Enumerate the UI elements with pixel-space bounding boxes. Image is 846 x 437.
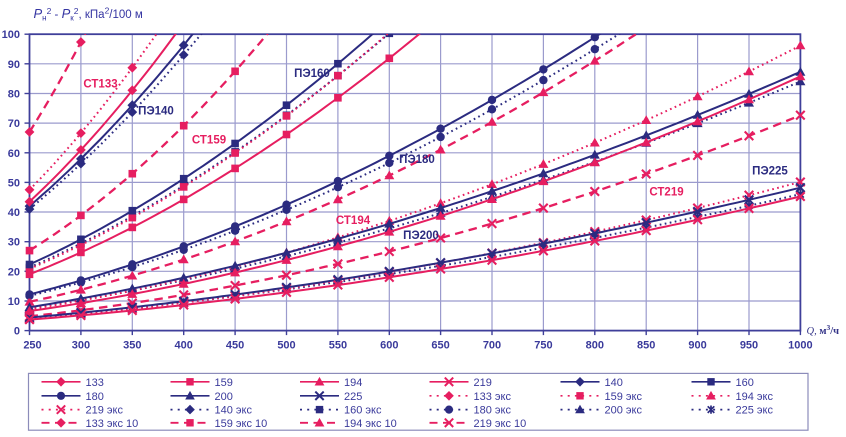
svg-text:219 экс: 219 экс	[86, 405, 124, 417]
svg-text:180: 180	[86, 391, 104, 403]
svg-text:100: 100	[2, 29, 20, 41]
svg-text:900: 900	[688, 340, 706, 352]
svg-text:650: 650	[431, 340, 449, 352]
svg-text:350: 350	[123, 340, 141, 352]
svg-text:Q, м3/ч: Q, м3/ч	[807, 323, 840, 337]
svg-text:140: 140	[605, 377, 623, 389]
svg-text:ПЭ180: ПЭ180	[399, 154, 435, 166]
svg-text:40: 40	[8, 207, 20, 219]
svg-text:194 экс 10: 194 экс 10	[344, 418, 397, 430]
svg-text:70: 70	[8, 118, 20, 130]
svg-text:159 экс: 159 экс	[605, 391, 643, 403]
svg-text:219 экс 10: 219 экс 10	[474, 418, 527, 430]
svg-text:133 экс: 133 экс	[474, 391, 512, 403]
svg-text:225: 225	[344, 391, 362, 403]
svg-text:140 экс: 140 экс	[215, 405, 253, 417]
svg-text:500: 500	[277, 340, 295, 352]
svg-text:950: 950	[740, 340, 758, 352]
svg-text:90: 90	[8, 59, 20, 71]
svg-text:180 экс: 180 экс	[474, 405, 512, 417]
svg-text:ПЭ225: ПЭ225	[752, 166, 788, 178]
svg-text:194: 194	[344, 377, 362, 389]
svg-text:ПЭ140: ПЭ140	[138, 106, 174, 118]
svg-text:550: 550	[329, 340, 347, 352]
svg-text:30: 30	[8, 237, 20, 249]
svg-text:ПЭ160: ПЭ160	[294, 68, 330, 80]
svg-text:50: 50	[8, 177, 20, 189]
svg-text:219: 219	[474, 377, 492, 389]
svg-text:10: 10	[8, 296, 20, 308]
svg-text:20: 20	[8, 266, 20, 278]
svg-text:133: 133	[86, 377, 104, 389]
svg-text:80: 80	[8, 89, 20, 101]
svg-text:СТ219: СТ219	[649, 187, 683, 199]
svg-text:200 экс: 200 экс	[605, 405, 643, 417]
svg-text:159 экс 10: 159 экс 10	[215, 418, 268, 430]
svg-text:1000: 1000	[788, 340, 812, 352]
svg-text:450: 450	[226, 340, 244, 352]
svg-text:ПЭ200: ПЭ200	[403, 230, 439, 242]
svg-text:400: 400	[175, 340, 193, 352]
svg-text:160 экс: 160 экс	[344, 405, 382, 417]
svg-text:200: 200	[215, 391, 233, 403]
svg-text:159: 159	[215, 377, 233, 389]
svg-text:225 экс: 225 экс	[736, 405, 774, 417]
svg-text:750: 750	[534, 340, 552, 352]
svg-text:Pн2 - Pк2, кПа2/100 м: Pн2 - Pк2, кПа2/100 м	[34, 6, 143, 23]
svg-text:194 экс: 194 экс	[736, 391, 774, 403]
svg-text:850: 850	[637, 340, 655, 352]
svg-text:300: 300	[72, 340, 90, 352]
svg-text:60: 60	[8, 148, 20, 160]
svg-text:СТ133: СТ133	[83, 79, 117, 91]
svg-text:800: 800	[586, 340, 604, 352]
svg-text:0: 0	[14, 326, 20, 338]
svg-text:160: 160	[736, 377, 754, 389]
svg-text:600: 600	[380, 340, 398, 352]
svg-text:700: 700	[483, 340, 501, 352]
svg-text:СТ159: СТ159	[192, 135, 226, 147]
svg-text:СТ194: СТ194	[336, 215, 371, 227]
svg-text:133 экс 10: 133 экс 10	[86, 418, 139, 430]
svg-text:250: 250	[23, 340, 41, 352]
